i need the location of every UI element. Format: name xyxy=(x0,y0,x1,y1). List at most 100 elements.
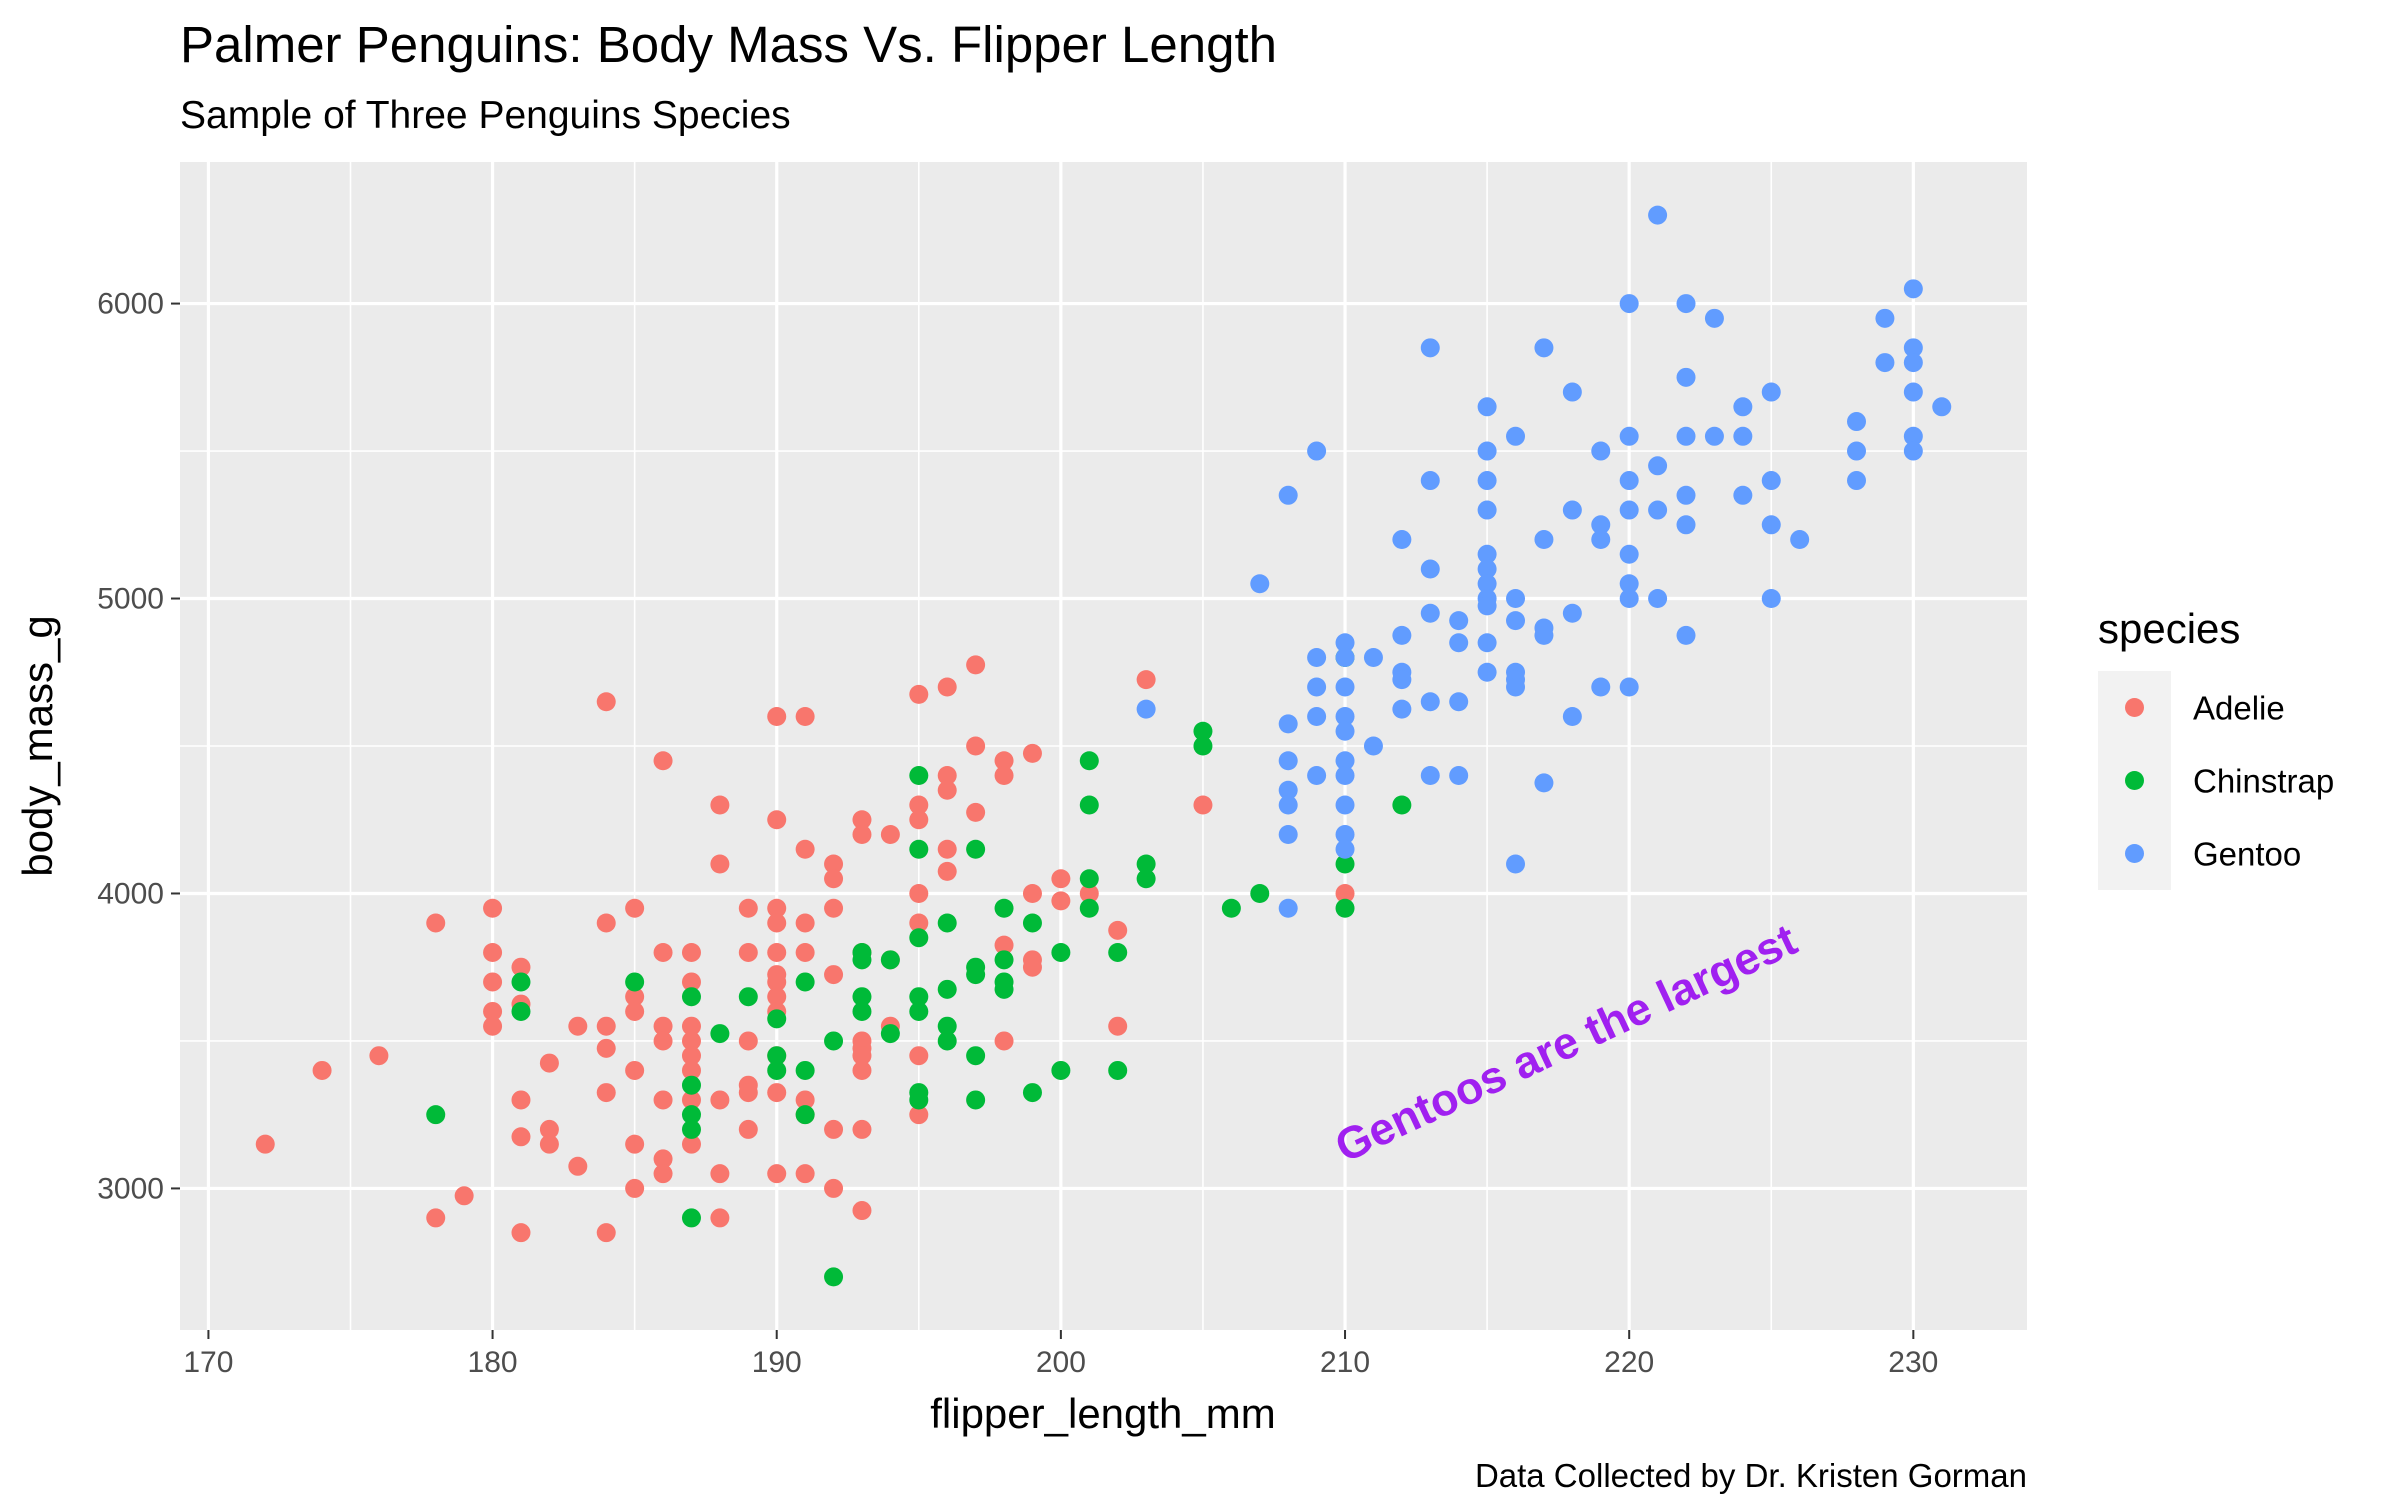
point-chinstrap xyxy=(852,987,872,1007)
point-adelie xyxy=(539,1053,559,1073)
point-gentoo xyxy=(1562,603,1582,623)
point-gentoo xyxy=(1335,648,1355,668)
point-adelie xyxy=(824,869,844,889)
point-gentoo xyxy=(1506,426,1526,446)
point-chinstrap xyxy=(681,1105,701,1125)
legend-items: Adelie Chinstrap Gentoo xyxy=(2098,671,2334,890)
point-adelie xyxy=(937,677,957,697)
point-gentoo xyxy=(1506,611,1526,631)
legend-marker-gentoo xyxy=(2125,844,2144,863)
point-gentoo xyxy=(1335,633,1355,653)
point-gentoo xyxy=(1761,589,1781,609)
point-chinstrap xyxy=(852,1001,872,1021)
point-gentoo xyxy=(1506,854,1526,874)
point-gentoo xyxy=(1619,294,1639,314)
point-adelie xyxy=(653,1016,673,1036)
point-adelie xyxy=(738,1031,758,1051)
point-adelie xyxy=(681,1060,701,1080)
point-gentoo xyxy=(1477,559,1497,579)
point-gentoo xyxy=(1278,714,1298,734)
point-adelie xyxy=(966,736,986,756)
point-adelie xyxy=(738,1119,758,1139)
point-adelie xyxy=(824,854,844,874)
point-gentoo xyxy=(1676,485,1696,505)
point-adelie xyxy=(653,942,673,962)
point-gentoo xyxy=(1335,795,1355,815)
legend-title: species xyxy=(2098,605,2240,652)
point-chinstrap xyxy=(852,950,872,970)
point-chinstrap xyxy=(511,1001,531,1021)
point-gentoo xyxy=(1733,397,1753,417)
point-gentoo xyxy=(1477,471,1497,491)
point-adelie xyxy=(852,824,872,844)
point-gentoo xyxy=(1363,736,1383,756)
point-gentoo xyxy=(1790,530,1810,550)
point-gentoo xyxy=(1733,426,1753,446)
point-gentoo xyxy=(1676,367,1696,387)
y-axis-title: body_mass_g xyxy=(14,615,61,877)
point-adelie xyxy=(710,1090,730,1110)
point-adelie xyxy=(767,1083,787,1103)
point-adelie xyxy=(966,655,986,675)
point-chinstrap xyxy=(738,987,758,1007)
point-gentoo xyxy=(1534,338,1554,358)
point-gentoo xyxy=(1392,699,1412,719)
point-chinstrap xyxy=(1392,795,1412,815)
point-gentoo xyxy=(1278,824,1298,844)
point-gentoo xyxy=(1903,426,1923,446)
point-gentoo xyxy=(1335,824,1355,844)
point-chinstrap xyxy=(511,972,531,992)
point-adelie xyxy=(795,707,815,727)
point-gentoo xyxy=(1307,707,1327,727)
point-gentoo xyxy=(1761,515,1781,535)
point-gentoo xyxy=(1335,677,1355,697)
point-gentoo xyxy=(1676,515,1696,535)
point-adelie xyxy=(937,765,957,785)
point-adelie xyxy=(767,972,787,992)
point-chinstrap xyxy=(1108,942,1128,962)
point-adelie xyxy=(767,810,787,830)
point-adelie xyxy=(483,1001,503,1021)
point-adelie xyxy=(1051,891,1071,911)
point-gentoo xyxy=(1562,382,1582,402)
point-adelie xyxy=(681,1031,701,1051)
point-chinstrap xyxy=(767,1060,787,1080)
point-chinstrap xyxy=(1193,721,1213,741)
point-adelie xyxy=(1193,795,1213,815)
point-adelie xyxy=(909,883,929,903)
point-chinstrap xyxy=(937,979,957,999)
point-chinstrap xyxy=(1079,751,1099,771)
point-gentoo xyxy=(1335,765,1355,785)
point-adelie xyxy=(653,751,673,771)
point-gentoo xyxy=(1449,692,1469,712)
x-tick-label: 220 xyxy=(1604,1346,1654,1379)
point-adelie xyxy=(795,1090,815,1110)
x-tick-label: 230 xyxy=(1888,1346,1938,1379)
point-gentoo xyxy=(1619,500,1639,520)
point-gentoo xyxy=(1449,765,1469,785)
point-chinstrap xyxy=(795,972,815,992)
point-gentoo xyxy=(1420,692,1440,712)
point-gentoo xyxy=(1932,397,1952,417)
point-chinstrap xyxy=(1079,869,1099,889)
point-gentoo xyxy=(1676,426,1696,446)
point-adelie xyxy=(681,1134,701,1154)
point-adelie xyxy=(710,795,730,815)
point-adelie xyxy=(596,1016,616,1036)
point-adelie xyxy=(625,1001,645,1021)
point-gentoo xyxy=(1477,441,1497,461)
point-adelie xyxy=(966,802,986,822)
point-adelie xyxy=(767,987,787,1007)
point-gentoo xyxy=(1591,441,1611,461)
point-chinstrap xyxy=(937,1031,957,1051)
point-adelie xyxy=(369,1046,389,1066)
point-adelie xyxy=(312,1060,332,1080)
legend-label-gentoo: Gentoo xyxy=(2193,836,2301,873)
point-adelie xyxy=(1108,1016,1128,1036)
point-adelie xyxy=(795,942,815,962)
point-adelie xyxy=(483,972,503,992)
point-chinstrap xyxy=(909,928,929,948)
point-gentoo xyxy=(1562,707,1582,727)
point-chinstrap xyxy=(994,898,1014,918)
point-adelie xyxy=(454,1186,474,1206)
